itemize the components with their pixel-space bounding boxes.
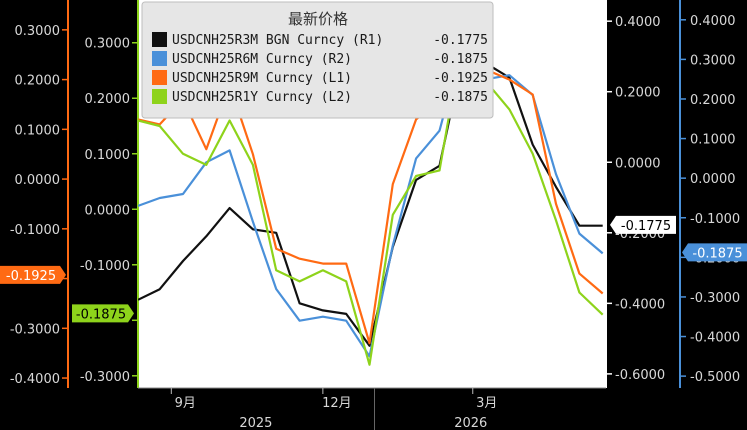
axis-marker-label: -0.1875 [692,246,742,261]
axis-r2: 0.4000 0.3000 0.2000 0.1000 0.0000 -0.1000 -0.… [679,0,740,388]
legend-entry-name: USDCNH25R9M Curncy (L1) [172,71,352,86]
series-layer [138,23,604,366]
axis-marker-shape [72,304,134,323]
legend-entry-value: -0.1875 [433,90,488,105]
tick-label: 0.2000 [15,74,61,89]
tick-label: 0.3000 [15,24,61,39]
tick-label: -0.1000 [80,259,130,274]
legend-swatch [152,32,167,47]
tick-label: -0.4000 [690,331,740,346]
tick-label: -0.3000 [690,291,740,306]
tick-label: -0.6000 [615,368,665,383]
axis-marker-r1: -0.1775 [610,215,676,234]
legend-box [141,1,494,119]
x-axis: 9月 12月 3月 2025 2026 [138,387,606,430]
axis-marker-r2: -0.1875 [682,243,747,262]
axis-l2: 0.3000 0.2000 0.1000 0.0000 -0.1000 -0.3000 [80,0,139,388]
axes-layer: 0.3000 0.2000 0.1000 0.0000 -0.1000 -0.3000 -0… [10,0,740,430]
axis-marker-l2: -0.1875 [72,304,134,323]
legend-entry-value: -0.1875 [433,52,488,67]
tick-label: 0.1000 [85,148,131,163]
axis-marker-shape [682,243,747,262]
axis-marker-label: -0.1775 [621,219,671,234]
axis-marker-shape [0,265,66,284]
tick-label: 0.0000 [85,203,131,218]
tick-label: 0.0000 [15,173,61,188]
tick-label: 0.2000 [85,92,131,107]
axis-markers: -0.1925 -0.1875 -0.1775 -0.1875 [0,215,747,323]
tick-label: 0.0000 [615,156,661,171]
axis-marker-label: -0.1925 [6,269,56,284]
series-line-r1 [138,55,603,347]
tick-label: -0.5000 [690,370,740,385]
tick-label: 0.4000 [690,14,736,29]
tick-label: -0.1000 [690,212,740,227]
legend: 最新价格 USDCNH25R3M BGN Curncy (R1) -0.1775 US… [141,1,494,119]
tick-label: 0.4000 [615,15,661,30]
tick-label: 0.2000 [615,86,661,101]
legend-entry-name: USDCNH25R1Y Curncy (L2) [172,90,352,105]
legend-entry-name: USDCNH25R6M Curncy (R2) [172,52,352,67]
tick-label: -0.3000 [80,370,130,385]
x-tick-label: 9月 [175,396,196,411]
legend-swatch [152,51,167,66]
tick-label: 0.1000 [690,133,736,148]
legend-entry-value: -0.1775 [433,33,488,48]
x-tick-label: 12月 [322,396,352,411]
tick-label: 0.3000 [85,37,131,52]
series-line-l1 [138,23,604,345]
tick-label: 0.3000 [690,53,736,68]
legend-entry-value: -0.1925 [433,71,488,86]
x-year-label: 2026 [454,416,487,430]
tick-label: -0.3000 [10,322,60,337]
legend-swatch [152,70,167,85]
x-year-label: 2025 [239,416,272,430]
axis-marker-shape [610,215,676,234]
tick-label: -0.4000 [10,372,60,387]
tick-label: 0.0000 [690,172,736,187]
legend-entry-name: USDCNH25R3M BGN Curncy (R1) [172,33,383,48]
axis-l1: 0.3000 0.2000 0.1000 0.0000 -0.1000 -0.3000 -0… [10,0,69,388]
legend-swatch [152,89,167,104]
series-line-l2 [138,36,604,366]
legend-title: 最新价格 [288,10,348,28]
axis-marker-label: -0.1875 [76,307,126,322]
x-tick-label: 3月 [476,396,497,411]
tick-label: 0.1000 [15,123,61,138]
tick-label: -0.1000 [10,223,60,238]
tick-label: -0.4000 [615,297,665,312]
tick-label: 0.2000 [690,93,736,108]
axis-marker-l1: -0.1925 [0,265,66,284]
